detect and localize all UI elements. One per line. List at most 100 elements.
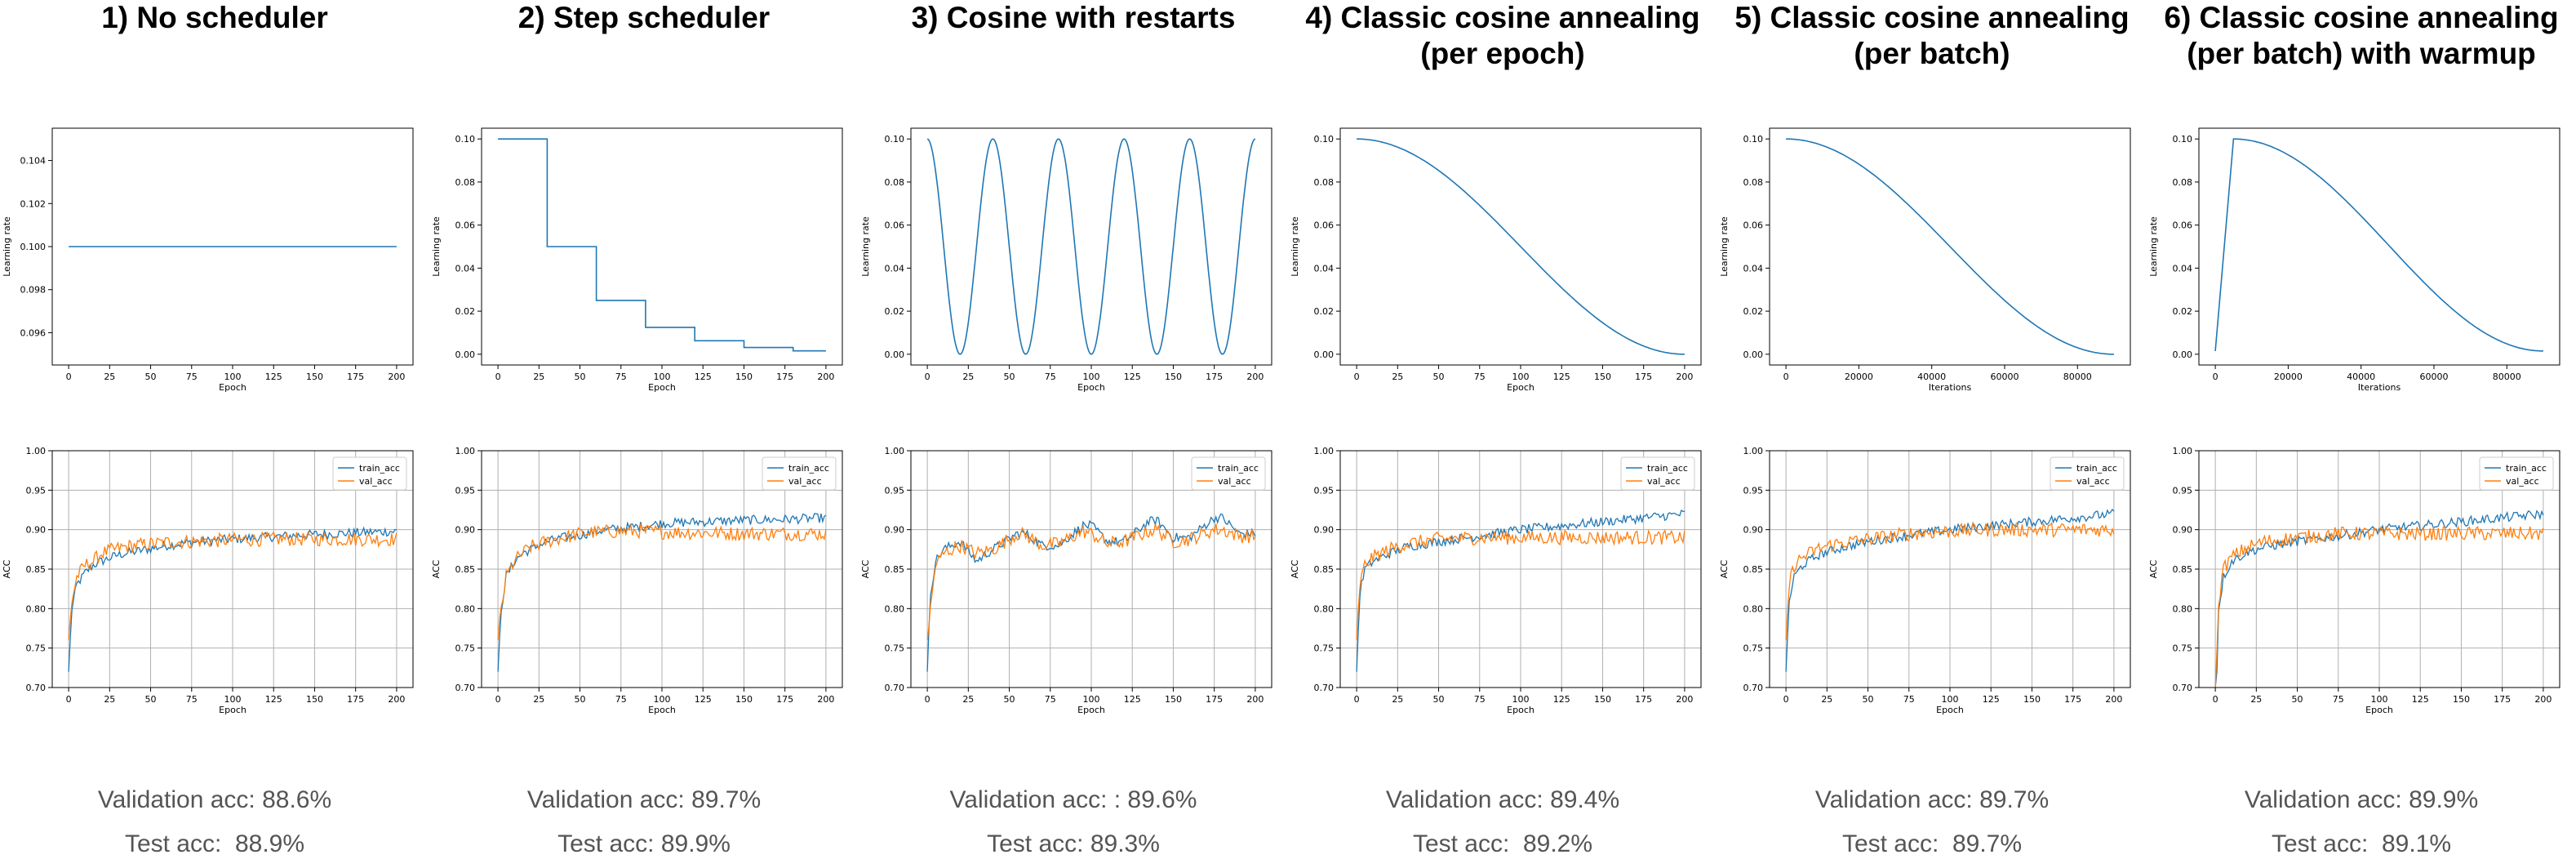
y-tick-label: 0.06 — [1314, 220, 1335, 231]
y-tick-label: 0.02 — [885, 306, 905, 317]
train_acc-line — [497, 513, 827, 672]
y-tick-label: 0.10 — [1314, 134, 1335, 145]
plot-frame — [1769, 127, 2131, 366]
x-tick-label: 75 — [615, 372, 627, 382]
legend-label: val_acc — [2076, 476, 2110, 487]
y-tick-label: 0.90 — [885, 525, 905, 536]
legend: train_acc val_acc — [2050, 456, 2125, 491]
x-tick-label: 25 — [962, 694, 974, 705]
x-tick-label: 60000 — [1990, 372, 2019, 382]
validation-accuracy: Validation acc: 88.6% — [97, 786, 332, 813]
y-tick-label: 1.00 — [2173, 446, 2193, 456]
x-axis-label: Iterations — [2358, 382, 2401, 393]
validation-accuracy: Validation acc: 89.4% — [1385, 786, 1620, 813]
x-tick-label: 175 — [2494, 694, 2511, 705]
legend-label: train_acc — [1647, 463, 1688, 474]
legend: train_acc val_acc — [1191, 456, 1266, 491]
x-tick-label: 200 — [1676, 372, 1693, 382]
x-tick-label: 100 — [654, 694, 671, 705]
y-tick-label: 0.10 — [1743, 134, 1764, 145]
y-tick-label: 0.70 — [2173, 683, 2193, 693]
x-tick-label: 50 — [1433, 694, 1445, 705]
learning-rate-chart: 0 25 50 75 100 125 150 175 200 0.096 0.098 0.100 0.1… — [2, 127, 414, 393]
y-axis-label: ACC — [1719, 559, 1730, 578]
scheduler-panel: 2) Step scheduler 0 25 50 75 100 125 150 175 200 0… — [429, 0, 859, 859]
scheduler-panel: 1) No scheduler 0 25 50 75 100 125 150 175 200 0.0… — [0, 0, 429, 859]
x-tick-label: 175 — [1635, 372, 1652, 382]
x-tick-label: 75 — [1474, 372, 1486, 382]
x-tick-label: 50 — [145, 372, 157, 382]
x-tick-label: 175 — [2064, 694, 2081, 705]
y-tick-label: 0.95 — [455, 485, 476, 496]
plot-area — [911, 128, 1272, 365]
y-tick-label: 0.04 — [2173, 263, 2193, 274]
x-tick-label: 25 — [962, 372, 974, 382]
x-axis-label: Epoch — [648, 382, 676, 393]
x-axis-label: Epoch — [1936, 705, 1964, 715]
learning-rate-line — [2214, 138, 2543, 352]
x-tick-label: 50 — [575, 372, 586, 382]
y-tick-label: 0.75 — [1743, 643, 1764, 654]
legend-label: train_acc — [1218, 463, 1259, 474]
y-tick-label: 0.80 — [2173, 603, 2193, 614]
y-tick-label: 0.70 — [1314, 683, 1335, 693]
x-tick-label: 40000 — [1917, 372, 1946, 382]
y-tick-label: 0.95 — [26, 485, 47, 496]
plot-frame — [1769, 450, 2131, 688]
y-tick-label: 0.85 — [1314, 564, 1335, 575]
x-tick-label: 200 — [1676, 694, 1693, 705]
legend-box — [762, 456, 837, 491]
y-tick-label: 0.02 — [1314, 306, 1335, 317]
accuracy-chart: 0 25 50 75 100 125 150 175 200 0.70 0.75 0.80 0.85 0.… — [431, 446, 843, 715]
x-tick-label: 80000 — [2493, 372, 2521, 382]
y-tick-label: 0.00 — [2173, 349, 2193, 360]
legend-box — [332, 456, 407, 491]
legend-label: train_acc — [359, 463, 400, 474]
y-axis-label: ACC — [1290, 559, 1300, 578]
x-axis-label: Epoch — [219, 705, 246, 715]
y-axis-label: Learning rate — [2, 216, 12, 277]
x-axis-label: Epoch — [1077, 705, 1105, 715]
y-tick-label: 0.85 — [26, 564, 47, 575]
scheduler-panel: 3) Cosine with restarts 0 25 50 75 100 125 150 1… — [859, 0, 1288, 859]
plot-frame — [910, 450, 1272, 688]
y-tick-label: 0.08 — [455, 177, 476, 188]
x-tick-label: 175 — [776, 694, 793, 705]
val_acc-line — [926, 523, 1256, 641]
x-tick-label: 175 — [776, 372, 793, 382]
x-tick-label: 25 — [1821, 694, 1832, 705]
x-tick-label: 200 — [817, 694, 834, 705]
x-tick-label: 200 — [388, 694, 405, 705]
y-axis-label: Learning rate — [1290, 216, 1300, 277]
x-tick-label: 150 — [735, 372, 753, 382]
val_acc-line — [497, 523, 827, 641]
x-tick-label: 150 — [306, 694, 323, 705]
y-axis-label: ACC — [860, 559, 871, 578]
legend-label: train_acc — [788, 463, 829, 474]
y-tick-label: 0.75 — [885, 643, 905, 654]
train_acc-line — [68, 526, 398, 672]
x-axis-label: Epoch — [1077, 382, 1105, 393]
x-tick-label: 75 — [1045, 694, 1056, 705]
x-tick-label: 0 — [1354, 694, 1360, 705]
x-tick-label: 50 — [145, 694, 157, 705]
x-tick-label: 50 — [1004, 372, 1015, 382]
x-tick-label: 125 — [1983, 694, 2000, 705]
x-tick-label: 25 — [1392, 372, 1403, 382]
legend: train_acc val_acc — [1620, 456, 1695, 491]
legend-label: train_acc — [2076, 463, 2117, 474]
plot-frame — [2198, 450, 2560, 688]
x-axis-label: Epoch — [219, 382, 246, 393]
y-axis-label: Learning rate — [860, 216, 871, 277]
x-tick-label: 50 — [575, 694, 586, 705]
y-tick-label: 0.70 — [455, 683, 476, 693]
x-tick-label: 50 — [1863, 694, 1874, 705]
legend: train_acc val_acc — [2479, 456, 2554, 491]
plot-frame — [910, 127, 1272, 366]
y-tick-label: 0.06 — [885, 220, 905, 231]
x-tick-label: 200 — [2105, 694, 2122, 705]
y-tick-label: 0.90 — [26, 525, 47, 536]
x-tick-label: 150 — [1165, 372, 1182, 382]
plot-frame — [51, 127, 414, 366]
scheduler-panel: 6) Classic cosine annealing (per batch) … — [2147, 0, 2576, 859]
